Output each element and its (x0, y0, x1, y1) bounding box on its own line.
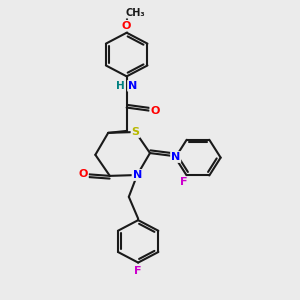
Text: N: N (128, 81, 137, 91)
Text: O: O (79, 169, 88, 179)
Text: O: O (150, 106, 160, 116)
Text: O: O (122, 21, 131, 31)
Text: F: F (180, 177, 187, 187)
Text: F: F (134, 266, 142, 276)
Text: N: N (171, 152, 180, 162)
Text: CH₃: CH₃ (125, 8, 145, 18)
Text: N: N (133, 170, 142, 180)
Text: S: S (131, 127, 140, 137)
Text: H: H (116, 81, 125, 91)
